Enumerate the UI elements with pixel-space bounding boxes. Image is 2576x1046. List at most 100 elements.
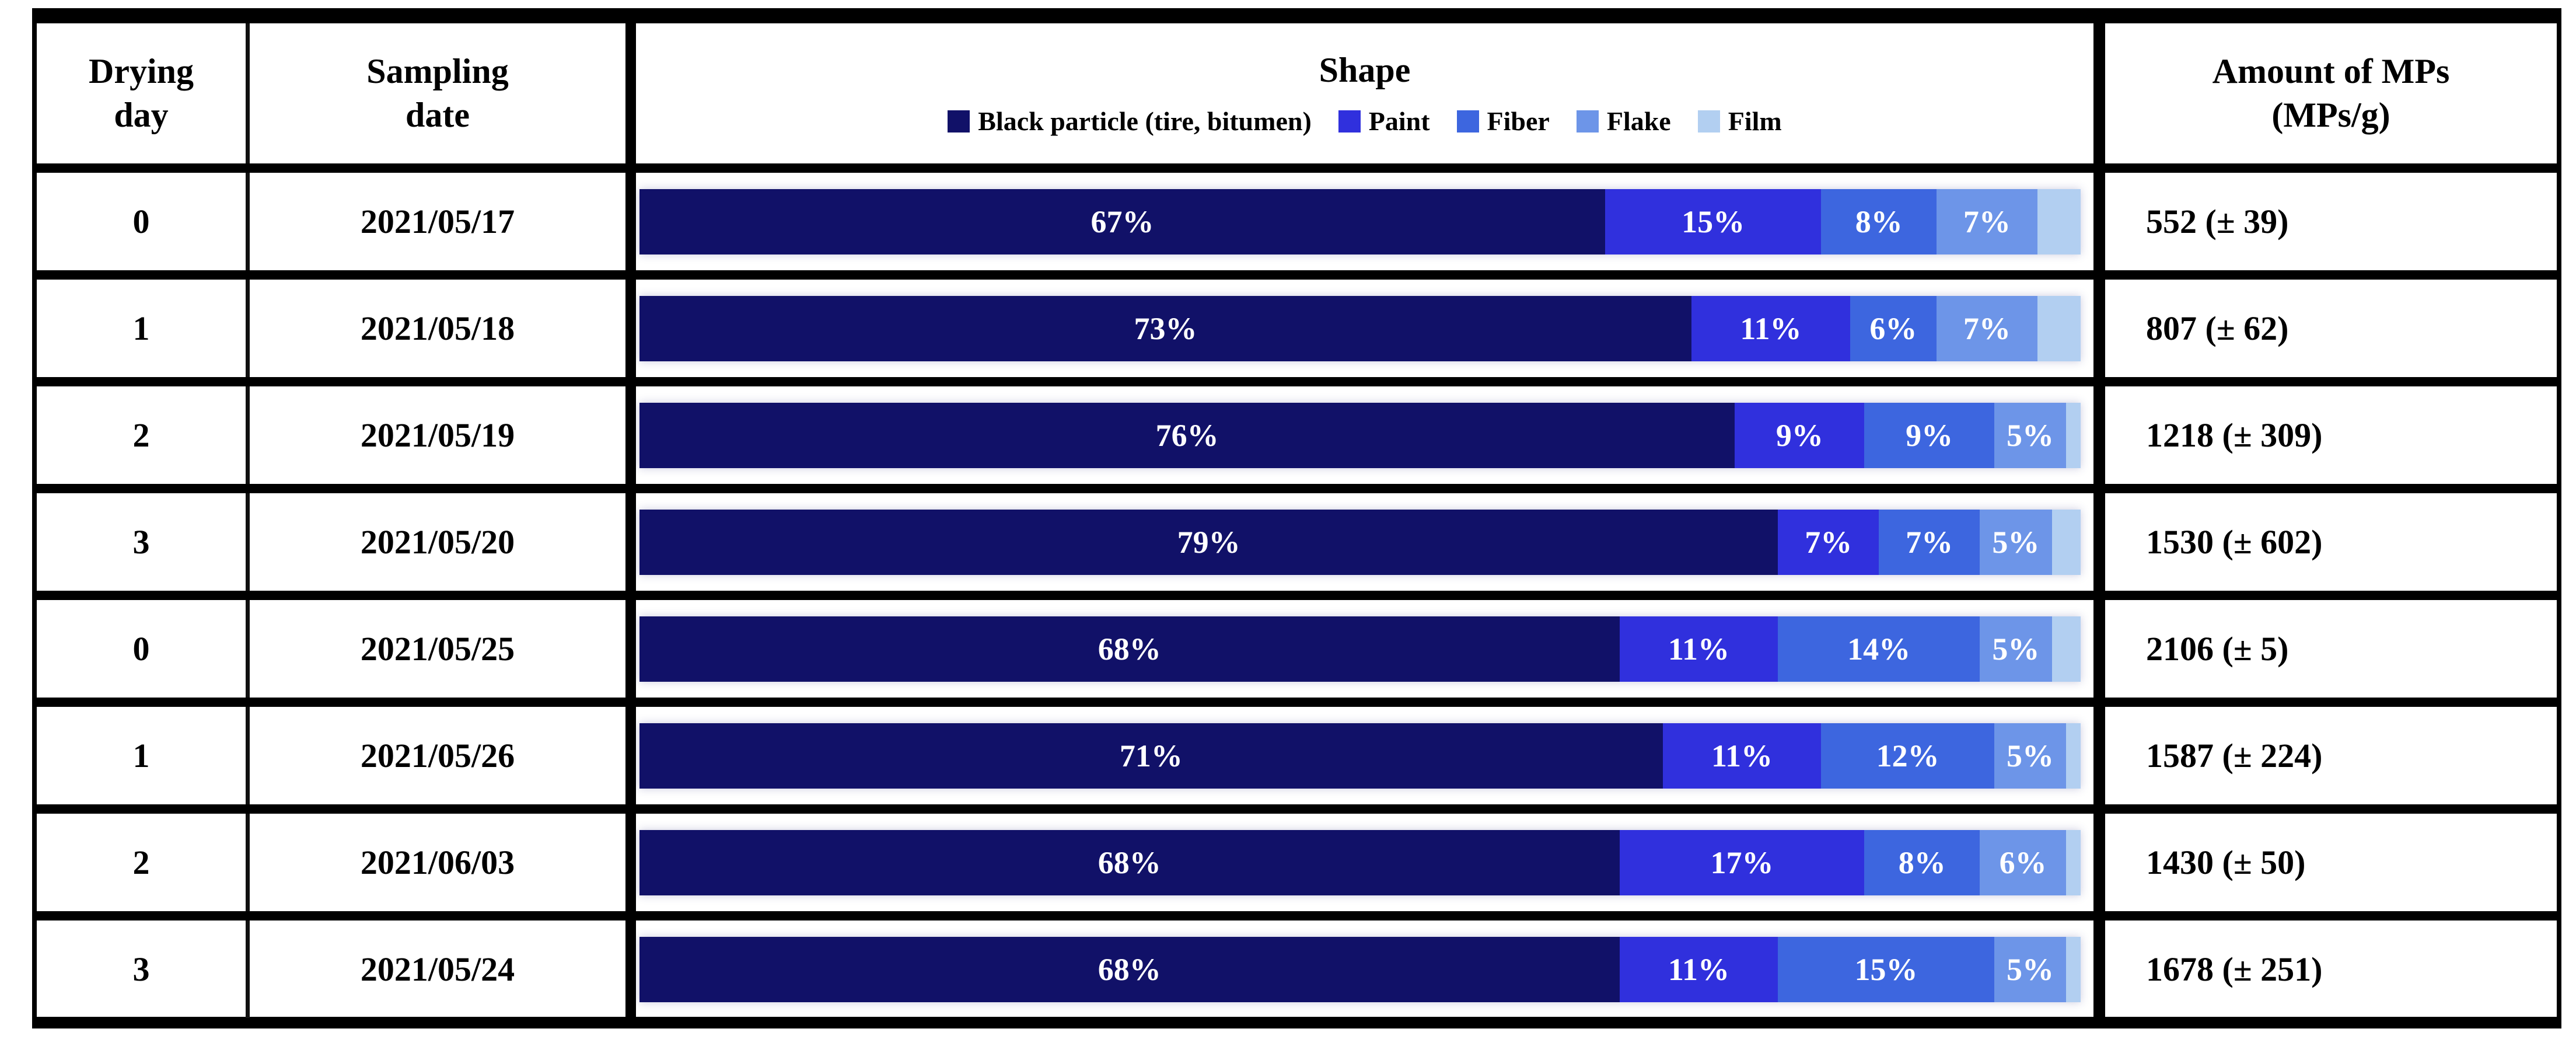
bar-segment-label: 68% [1097,631,1161,667]
shape-chart-cell: 68% 11% 14% 5% [636,600,2105,698]
bar-segment-label: 76% [1155,417,1219,453]
shape-bar: 76% 9% 9% 5% [639,402,2081,468]
bar-segment-label: 5% [1992,631,2040,667]
bar-segment-label: 9% [1775,417,1823,453]
mp-shape-table: Drying day Sampling date Shape Black par… [32,8,2561,1028]
bar-segment-flake: 5% [1994,936,2067,1002]
sampling-date-cell: 2021/05/26 [250,707,636,804]
bar-segment-fiber: 9% [1864,402,1994,468]
amount-cell: 1430 (± 50) [2146,843,2306,881]
bar-segment-film [2037,295,2081,361]
bar-segment-label: 68% [1097,951,1161,987]
bar-segment-label: 11% [1740,311,1802,346]
table-row: 2 2021/06/03 68% 17% 8% 6% 1430 (± 50) [37,804,2557,911]
bar-segment-label: 12% [1876,738,1939,773]
table-row: 3 2021/05/20 79% 7% 7% 5% 1530 (± 602) [37,484,2557,591]
sampling-date-cell: 2021/05/24 [250,921,636,1018]
drying-day-cell: 3 [37,493,250,591]
bar-segment-label: 7% [1963,204,2011,239]
bar-segment-label: 5% [2007,417,2054,453]
bar-segment-label: 5% [2007,738,2054,773]
shape-chart-cell: 68% 17% 8% 6% [636,814,2105,911]
bar-segment-film [2066,723,2081,789]
header-shape: Shape Black particle (tire, bitumen) Pai… [636,23,2105,163]
bar-segment-fiber: 12% [1821,723,1994,789]
bar-segment-film [2051,509,2081,575]
bar-segment-label: 17% [1710,845,1774,880]
bar-segment-label: 5% [2007,951,2054,987]
bar-segment-label: 6% [1999,845,2047,880]
legend-label: Fiber [1487,106,1550,136]
bar-segment-label: 7% [1963,311,2011,346]
bar-segment-label: 15% [1854,951,1918,987]
drying-day-cell: 2 [37,814,250,911]
shape-chart-cell: 71% 11% 12% 5% [636,707,2105,804]
bar-segment-flake: 5% [1980,616,2052,682]
sampling-date-cell: 2021/05/18 [250,280,636,377]
bar-segment-black-particle: 68% [639,936,1620,1002]
bar-segment-film [2037,189,2081,254]
bar-segment-label: 11% [1668,951,1729,987]
bar-segment-black-particle: 76% [639,402,1735,468]
bar-segment-fiber: 8% [1821,189,1937,254]
header-sampling-date: Sampling date [250,23,636,163]
shape-bar: 68% 11% 14% 5% [639,616,2081,682]
bar-segment-black-particle: 67% [639,189,1605,254]
shape-bar: 71% 11% 12% 5% [639,723,2081,789]
bar-segment-label: 11% [1668,631,1729,667]
bar-segment-label: 8% [1855,204,1903,239]
amount-cell: 1678 (± 251) [2146,950,2323,988]
legend-swatch-fiber [1456,110,1479,133]
shape-title: Shape [1319,51,1411,89]
shape-chart-cell: 68% 11% 15% 5% [636,921,2105,1018]
bar-segment-label: 7% [1906,524,1953,560]
shape-bar: 73% 11% 6% 7% [639,295,2081,361]
legend-label: Paint [1368,106,1430,136]
table-row: 1 2021/05/26 71% 11% 12% 5% 1587 (± 224) [37,698,2557,804]
shape-bar: 68% 17% 8% 6% [639,829,2081,895]
bar-segment-flake: 6% [1980,829,2067,895]
bar-segment-flake: 5% [1980,509,2052,575]
amount-cell: 2106 (± 5) [2146,630,2289,668]
shape-bar: 79% 7% 7% 5% [639,509,2081,575]
header-amount: Amount of MPs (MPs/g) [2212,52,2450,134]
table-header-row: Drying day Sampling date Shape Black par… [37,23,2557,163]
legend-swatch-paint [1338,110,1361,133]
legend-item-black-particle: Black particle (tire, bitumen) [948,106,1312,137]
shape-chart-cell: 79% 7% 7% 5% [636,493,2105,591]
bar-segment-label: 73% [1134,311,1197,346]
sampling-date-cell: 2021/06/03 [250,814,636,911]
bar-segment-label: 7% [1805,524,1853,560]
bar-segment-black-particle: 68% [639,616,1620,682]
drying-day-cell: 0 [37,173,250,270]
bar-segment-fiber: 15% [1778,936,1994,1002]
legend-item-film: Film [1697,106,1782,137]
bar-segment-film [2051,616,2081,682]
bar-segment-film [2066,936,2081,1002]
bar-segment-paint: 11% [1662,723,1822,789]
bar-segment-fiber: 7% [1879,509,1980,575]
legend-label: Film [1728,106,1782,136]
shape-bar: 68% 11% 15% 5% [639,936,2081,1002]
amount-cell: 1587 (± 224) [2146,737,2323,775]
drying-day-cell: 3 [37,921,250,1018]
bar-segment-label: 79% [1177,524,1240,560]
sampling-date-cell: 2021/05/19 [250,386,636,484]
bar-segment-label: 68% [1097,845,1161,880]
table-row: 3 2021/05/24 68% 11% 15% 5% 1678 (± 251) [37,911,2557,1018]
sampling-date-cell: 2021/05/17 [250,173,636,270]
bar-segment-label: 9% [1906,417,1953,453]
amount-cell: 1218 (± 309) [2146,416,2323,454]
bar-segment-flake: 7% [1936,189,2037,254]
bar-segment-paint: 11% [1691,295,1850,361]
bar-segment-paint: 17% [1619,829,1865,895]
header-drying-day: Drying day [37,23,250,163]
table-row: 2 2021/05/19 76% 9% 9% 5% 1218 (± 309) [37,377,2557,484]
bar-segment-flake: 5% [1994,402,2067,468]
legend-swatch-film [1697,110,1720,133]
amount-cell: 807 (± 62) [2146,309,2289,347]
bar-segment-label: 71% [1119,738,1183,773]
bar-segment-paint: 11% [1619,936,1778,1002]
table-row: 0 2021/05/17 67% 15% 8% 7% 552 (± 39) [37,163,2557,270]
shape-chart-cell: 73% 11% 6% 7% [636,280,2105,377]
